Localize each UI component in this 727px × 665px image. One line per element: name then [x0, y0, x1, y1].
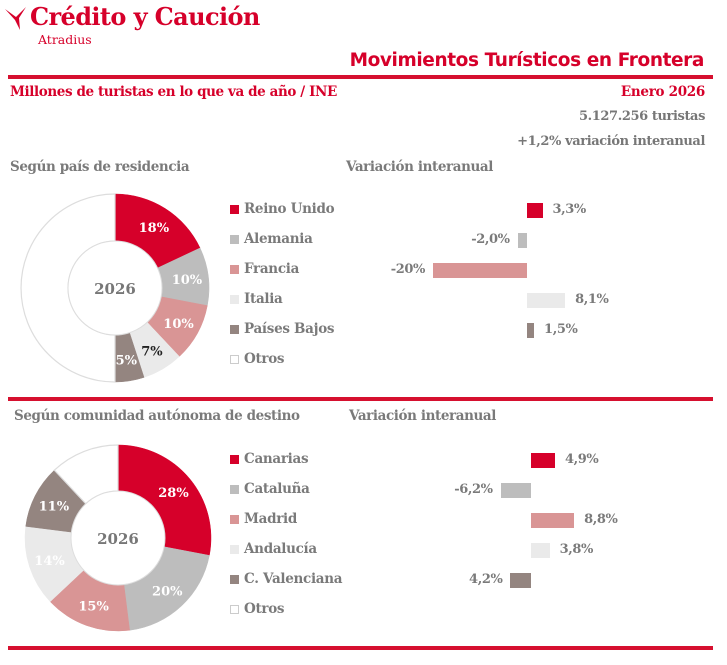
region-legend-item: Canarias	[230, 450, 309, 468]
region-legend-label: Canarias	[244, 451, 309, 467]
region-variation-bar-canarias	[531, 453, 555, 468]
country-legend-label: Francia	[244, 261, 300, 277]
country-legend-item: Italia	[230, 290, 283, 308]
country-variation-bar-francia	[433, 263, 527, 278]
region-legend-swatch	[230, 484, 239, 494]
region-variation-bar-madrid	[531, 513, 575, 528]
country-variation-bar-label: 3,3%	[552, 202, 587, 217]
region-legend-item: Otros	[230, 600, 285, 618]
country-legend-item: Otros	[230, 350, 285, 368]
region-legend-label: Madrid	[244, 511, 298, 527]
country-data-label: 5%	[116, 354, 138, 369]
country-legend-label: Reino Unido	[244, 201, 335, 217]
page-title: Movimientos Turísticos en Frontera	[349, 50, 705, 71]
country-legend-swatch	[230, 234, 239, 244]
country-variation-bar-label: 1,5%	[544, 322, 578, 337]
section-divider	[8, 397, 713, 401]
region-legend-item: C. Valenciana	[230, 570, 342, 588]
region-legend-swatch	[230, 574, 239, 584]
country-legend-swatch	[230, 294, 239, 304]
atradius-arrow-logo-icon	[4, 6, 28, 32]
region-variation-bar-label: 3,8%	[559, 542, 594, 557]
country-legend-swatch	[230, 324, 239, 334]
total-variation: +1,2% variación interanual	[517, 134, 705, 149]
region-legend-label: Cataluña	[244, 481, 310, 497]
country-variation-bar-alemania	[517, 233, 527, 248]
region-center	[70, 490, 166, 586]
region-data-label: 14%	[34, 554, 65, 569]
country-legend-label: Países Bajos	[244, 321, 335, 337]
country-variation-bar-label: -20%	[390, 262, 426, 277]
country-legend-swatch	[230, 264, 239, 274]
region-data-label: 28%	[158, 486, 189, 501]
section-region-variation-title: Variación interanual	[349, 408, 496, 424]
region-legend-item: Cataluña	[230, 480, 310, 498]
period-label: Enero 2026	[620, 84, 705, 100]
country-variation-bar-label: 8,1%	[575, 292, 609, 307]
region-data-label: 20%	[152, 584, 183, 599]
total-tourists: 5.127.256 turistas	[578, 109, 705, 124]
footer-divider	[8, 646, 713, 650]
section-country-title: Según país de residencia	[10, 159, 190, 175]
section-region-title: Según comunidad autónoma de destino	[14, 408, 300, 424]
country-data-label: 18%	[139, 221, 170, 236]
country-legend-item: Países Bajos	[230, 320, 335, 338]
country-data-label: 7%	[141, 344, 163, 359]
donut-chart-region: 28% 20% 15% 14% 11% 2026	[24, 444, 212, 632]
region-legend-swatch	[230, 454, 239, 464]
country-center	[67, 240, 163, 336]
region-legend-label: Andalucía	[244, 541, 317, 557]
country-variation-bar-reino-unido	[527, 203, 543, 218]
region-data-label: 11%	[39, 499, 70, 514]
page-subtitle: Millones de turistas en lo que va de año…	[10, 84, 337, 100]
country-legend-label: Alemania	[244, 231, 313, 247]
country-legend-item: Alemania	[230, 230, 313, 248]
country-legend-swatch	[230, 204, 239, 214]
country-variation-bar-label: -2,0%	[471, 232, 510, 247]
region-legend-item: Madrid	[230, 510, 297, 528]
country-data-label: 10%	[172, 273, 203, 288]
region-variation-bar-label: -6,2%	[454, 482, 493, 497]
region-data-label: 15%	[78, 600, 109, 615]
region-variation-bar-c-valenciana	[510, 573, 531, 588]
region-legend-swatch	[230, 544, 239, 554]
region-variation-bar-catalu-a	[500, 483, 531, 498]
country-variation-bar-pa-ses-bajos	[527, 323, 535, 338]
country-data-label: 10%	[163, 317, 194, 332]
country-center-label: 2026	[94, 280, 136, 298]
country-legend-label: Otros	[244, 351, 285, 367]
country-variation-bar-italia	[527, 293, 566, 308]
section-country-variation-title: Variación interanual	[346, 159, 493, 175]
region-center-label: 2026	[97, 530, 139, 548]
brand-name: Crédito y Caución	[30, 2, 260, 31]
region-legend-swatch	[230, 514, 239, 524]
region-legend-label: C. Valenciana	[244, 571, 343, 587]
region-variation-bar-label: 8,8%	[584, 512, 618, 527]
region-legend-label: Otros	[244, 601, 285, 617]
region-legend-swatch	[230, 604, 239, 614]
country-legend-item: Reino Unido	[230, 200, 335, 218]
country-legend-item: Francia	[230, 260, 299, 278]
header-divider	[8, 75, 713, 79]
country-legend-swatch	[230, 354, 239, 364]
region-variation-bar-label: 4,9%	[565, 452, 599, 467]
donut-chart-country: 18%10%10%7%5%2026	[20, 193, 210, 383]
country-legend-label: Italia	[244, 291, 283, 307]
region-legend-item: Andalucía	[230, 540, 317, 558]
region-variation-bar-andaluc-a	[531, 543, 550, 558]
brand-sub: Atradius	[38, 32, 92, 47]
region-variation-bar-label: 4,2%	[469, 572, 503, 587]
